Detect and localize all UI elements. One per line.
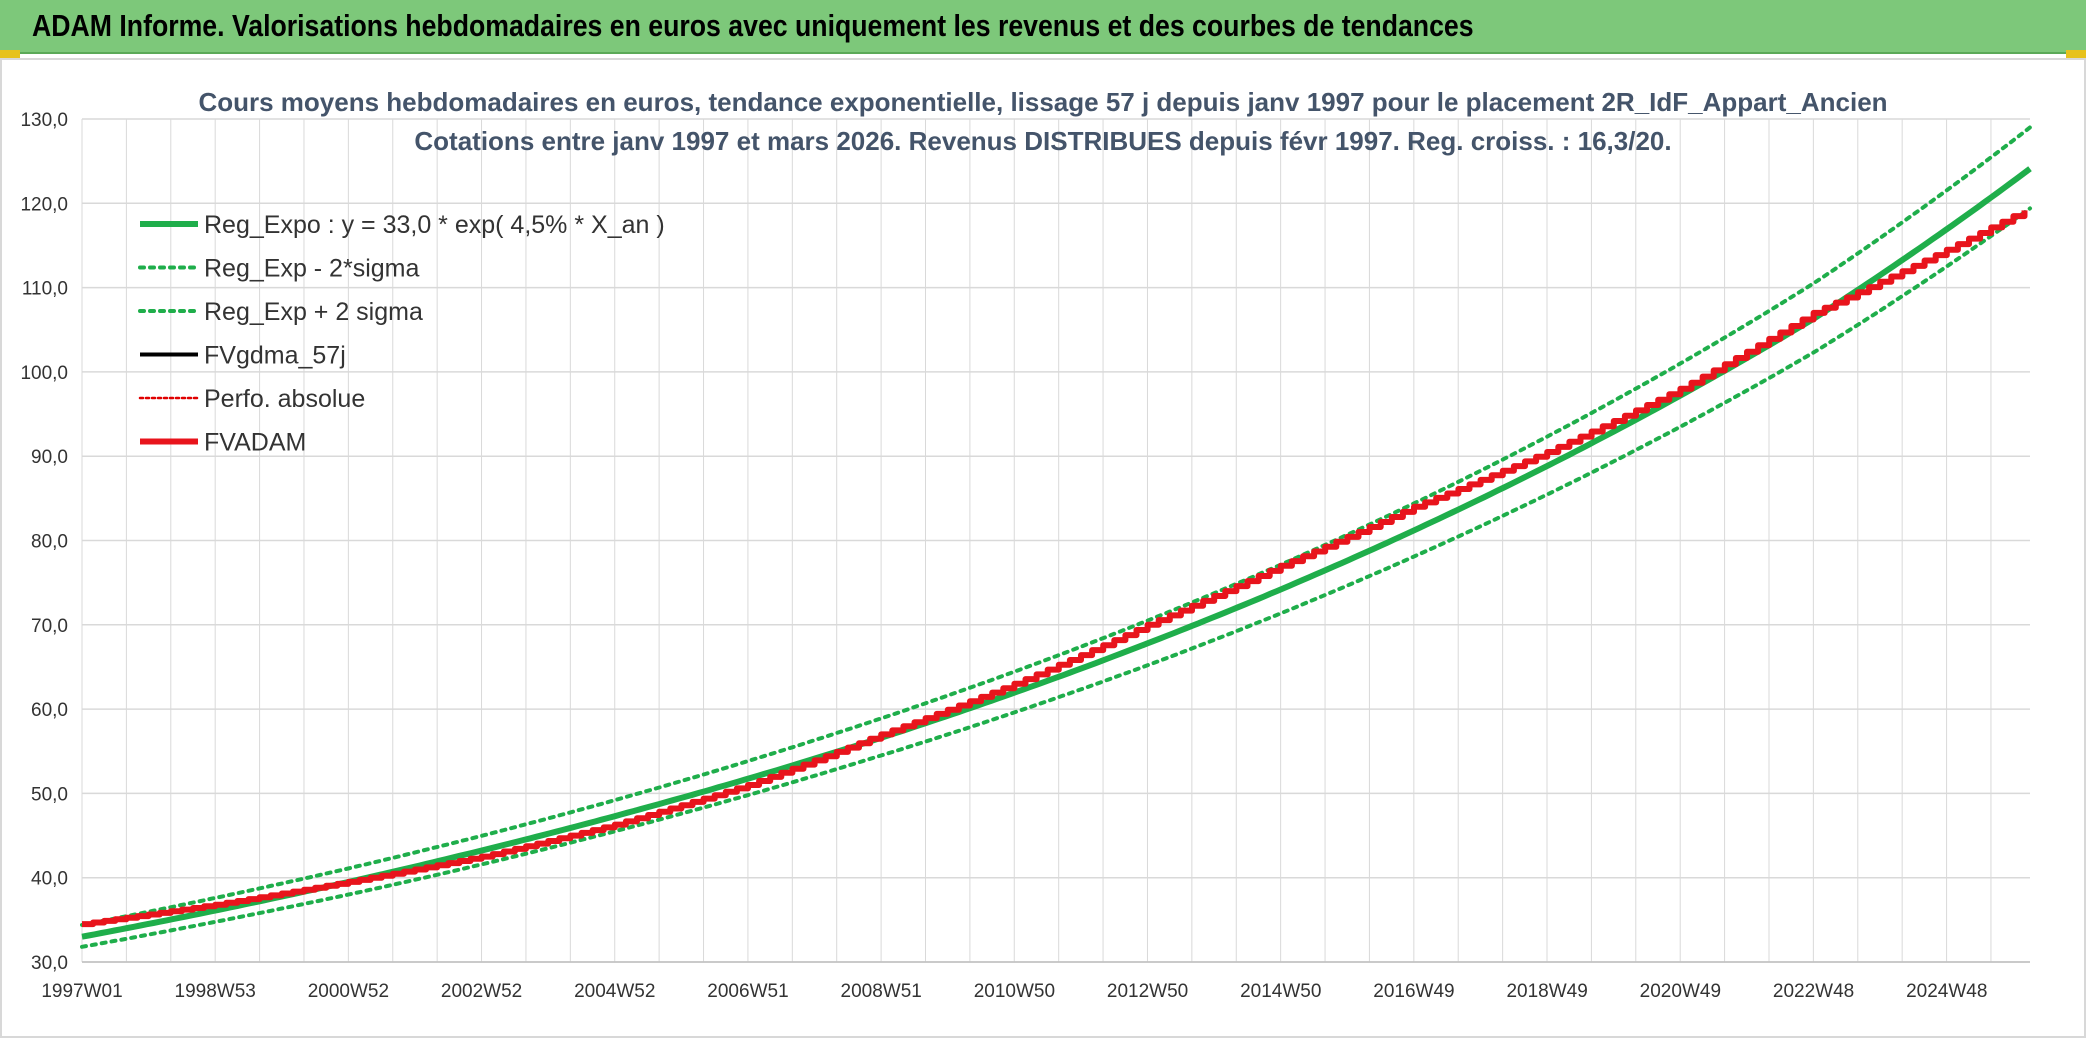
legend-entry: Reg_Expo : y = 33,0 * exp( 4,5% * X_an ) bbox=[204, 211, 665, 239]
y-tick-label: 60,0 bbox=[31, 700, 68, 721]
chart-title-line: Cours moyens hebdomadaires en euros, ten… bbox=[198, 87, 1887, 117]
chart-area: 30,0 40,0 50,0 60,0 70,0 80,0 90,0 100,0 110,0 12… bbox=[0, 58, 2086, 1038]
legend-entry: Reg_Exp - 2*sigma bbox=[204, 255, 419, 283]
x-tick-label: 1997W01 bbox=[41, 981, 122, 1002]
x-tick-label: 2020W49 bbox=[1640, 981, 1721, 1002]
y-tick-label: 70,0 bbox=[31, 616, 68, 637]
y-tick-label: 110,0 bbox=[22, 279, 68, 300]
y-tick-label: 30,0 bbox=[31, 953, 68, 974]
series-line-regression bbox=[81, 166, 2032, 940]
y-tick-label: 120,0 bbox=[20, 194, 68, 215]
x-tick-label: 2024W48 bbox=[1906, 981, 1987, 1002]
x-tick-label: 2016W49 bbox=[1373, 981, 1454, 1002]
x-tick-label: 2012W50 bbox=[1107, 981, 1188, 1002]
y-tick-label: 40,0 bbox=[31, 869, 68, 890]
y-tick-label: 80,0 bbox=[31, 532, 68, 553]
x-tick-label: 1998W53 bbox=[175, 981, 256, 1002]
chart-title-line: Cotations entre janv 1997 et mars 2026. … bbox=[414, 126, 1671, 156]
x-tick-label: 2006W51 bbox=[707, 981, 788, 1002]
legend-entry: Perfo. absolue bbox=[204, 385, 365, 413]
series-line-fvadam bbox=[82, 210, 2028, 928]
y-tick-label: 100,0 bbox=[20, 363, 68, 384]
x-tick-label: 2008W51 bbox=[841, 981, 922, 1002]
report-title: ADAM Informe. Valorisations hebdomadaire… bbox=[32, 8, 1474, 43]
legend-entry: FVADAM bbox=[204, 429, 306, 457]
line-chart: 30,0 40,0 50,0 60,0 70,0 80,0 90,0 100,0 110,0 12… bbox=[20, 87, 2032, 1002]
x-tick-label: 2010W50 bbox=[974, 981, 1055, 1002]
x-tick-label: 2000W52 bbox=[308, 981, 389, 1002]
legend-entry: FVgdma_57j bbox=[204, 342, 346, 370]
right-corner-marker bbox=[2066, 50, 2086, 58]
y-tick-label: 50,0 bbox=[31, 784, 68, 805]
x-tick-label: 2002W52 bbox=[441, 981, 522, 1002]
series-line-dotted bbox=[80, 206, 2032, 949]
y-tick-label: 130,0 bbox=[20, 110, 68, 131]
legend-entry: Reg_Exp + 2 sigma bbox=[204, 298, 423, 326]
report-banner: ADAM Informe. Valorisations hebdomadaire… bbox=[0, 0, 2086, 54]
x-tick-label: 2014W50 bbox=[1240, 981, 1321, 1002]
y-tick-label: 90,0 bbox=[31, 447, 68, 468]
x-tick-label: 2018W49 bbox=[1506, 981, 1587, 1002]
x-tick-label: 2022W48 bbox=[1773, 981, 1854, 1002]
x-tick-label: 2004W52 bbox=[574, 981, 655, 1002]
left-corner-marker bbox=[0, 50, 20, 58]
series-line-dotted bbox=[80, 125, 2032, 927]
